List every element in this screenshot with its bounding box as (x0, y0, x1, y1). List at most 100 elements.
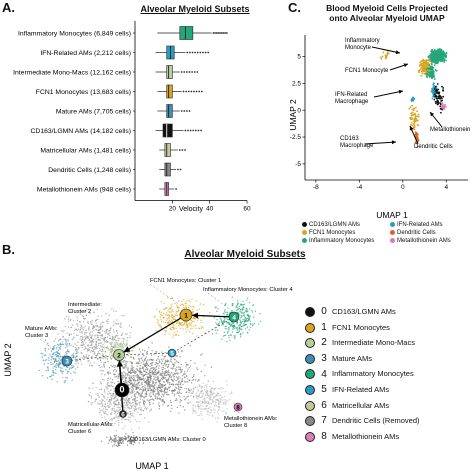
projection-cell-point (437, 57, 440, 59)
trajectory-cell-point (231, 319, 234, 321)
trajectory-cell-point (120, 399, 122, 401)
trajectory-cell-point (134, 395, 136, 398)
trajectory-cell-point (246, 299, 248, 301)
trajectory-cell-point (152, 388, 154, 391)
trajectory-cell-point (215, 403, 217, 405)
trajectory-cell-point (117, 343, 120, 345)
trajectory-label-leader (149, 283, 185, 309)
trajectory-cell-point (134, 400, 137, 402)
trajectory-cell-point (106, 436, 108, 439)
trajectory-cell-point (117, 419, 120, 422)
trajectory-cell-point (168, 321, 170, 323)
projection-cell-point (433, 89, 436, 92)
trajectory-cell-point (234, 337, 236, 340)
projection-cell-point (435, 56, 437, 59)
projection-cell-point (423, 72, 426, 75)
trajectory-cell-point (166, 389, 168, 391)
trajectory-cell-point (57, 364, 59, 367)
trajectory-cell-point (229, 312, 232, 315)
trajectory-cell-point (205, 400, 207, 403)
trajectory-node-number: 6 (121, 412, 125, 419)
trajectory-cell-point (144, 393, 146, 395)
trajectory-cell-point (143, 358, 146, 361)
trajectory-cell-point (111, 349, 114, 352)
trajectory-cell-point (100, 335, 102, 337)
trajectory-cell-point (163, 387, 166, 390)
trajectory-cell-point (115, 436, 117, 439)
trajectory-cell-point (237, 313, 240, 315)
trajectory-cell-point (222, 322, 225, 324)
trajectory-cell-point (127, 399, 130, 402)
trajectory-cell-point (163, 401, 166, 403)
boxplot-box (164, 182, 169, 196)
trajectory-cell-point (127, 380, 129, 382)
projection-cell-point (438, 53, 440, 56)
trajectory-cell-point (111, 345, 113, 348)
trajectory-cell-point (85, 331, 88, 334)
trajectory-cell-point (141, 377, 143, 380)
trajectory-cell-point (82, 336, 84, 338)
trajectory-cell-point (160, 301, 163, 303)
trajectory-cell-point (107, 347, 110, 350)
trajectory-cell-point (231, 322, 234, 324)
trajectory-cell-point (68, 333, 70, 335)
trajectory-cell-point (238, 404, 241, 406)
trajectory-cell-point (228, 336, 230, 339)
projection-cell-point (435, 95, 438, 98)
trajectory-cell-point (244, 320, 247, 322)
trajectory-cell-point (136, 436, 138, 438)
trajectory-cell-point (113, 409, 115, 411)
trajectory-cell-point (118, 354, 120, 356)
trajectory-cell-point (188, 379, 191, 382)
trajectory-cell-point (205, 407, 207, 410)
trajectory-cell-point (128, 348, 131, 351)
projection-cell-point (432, 89, 434, 92)
trajectory-cell-point (218, 401, 220, 404)
trajectory-cell-point (120, 403, 123, 405)
trajectory-cell-point (144, 357, 147, 360)
boxplot-outlier (197, 129, 200, 132)
trajectory-cell-point (55, 362, 58, 365)
trajectory-cell-point (141, 378, 143, 381)
trajectory-cell-point (124, 379, 126, 382)
projection-cell-point (439, 95, 442, 97)
trajectory-cell-point (134, 402, 136, 404)
trajectory-cell-point (138, 348, 141, 350)
trajectory-cell-point (105, 331, 107, 334)
projection-cell-point (433, 86, 436, 89)
trajectory-cell-point (222, 324, 224, 326)
trajectory-cell-point (125, 365, 127, 367)
trajectory-cell-point (197, 408, 200, 410)
trajectory-cell-point (71, 356, 73, 359)
trajectory-cell-point (71, 366, 74, 369)
trajectory-cell-point (108, 385, 110, 387)
trajectory-cell-point (224, 404, 226, 406)
trajectory-cell-point (190, 305, 192, 308)
trajectory-cell-point (220, 388, 223, 390)
trajectory-cell-point (194, 379, 197, 381)
trajectory-cell-point (196, 367, 198, 369)
projection-cell-point (427, 71, 429, 74)
trajectory-cell-point (176, 306, 179, 308)
trajectory-cell-point (217, 323, 220, 325)
projection-cell-point (437, 55, 439, 58)
trajectory-cell-point (136, 375, 139, 377)
trajectory-cell-point (114, 373, 116, 375)
trajectory-cell-point (121, 352, 123, 354)
trajectory-cell-point (96, 308, 99, 310)
trajectory-cell-point (129, 361, 131, 363)
trajectory-cell-point (147, 399, 149, 402)
trajectory-cell-point (216, 393, 218, 395)
trajectory-cell-point (161, 385, 163, 387)
projection-cell-point (436, 50, 439, 53)
trajectory-cell-point (117, 377, 119, 379)
trajectory-cell-point (217, 393, 219, 395)
trajectory-cell-point (80, 341, 83, 344)
trajectory-cell-point (45, 359, 48, 361)
projection-cell-point (438, 56, 441, 59)
trajectory-cell-point (60, 369, 62, 371)
projection-cell-point (434, 57, 437, 60)
projection-cell-point (413, 126, 415, 129)
trajectory-cell-point (91, 350, 93, 352)
projection-cell-point (437, 56, 440, 58)
